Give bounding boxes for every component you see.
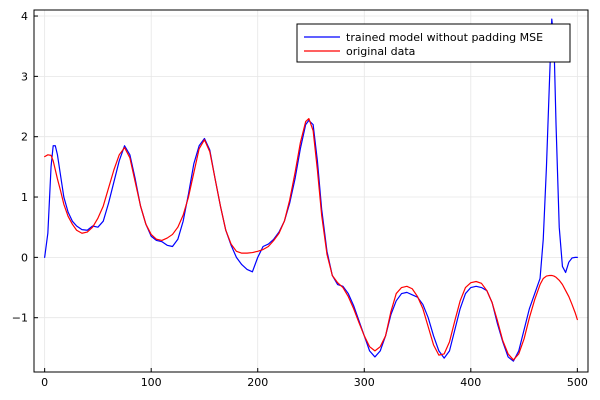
series-line-original bbox=[44, 117, 578, 361]
legend: trained model without padding MSE origin… bbox=[296, 23, 571, 63]
grid bbox=[34, 10, 588, 372]
x-tick-label: 500 bbox=[567, 376, 588, 389]
x-tick-label: 100 bbox=[141, 376, 162, 389]
y-tick-label: 1 bbox=[21, 191, 28, 204]
series-layer bbox=[44, 18, 578, 362]
legend-label-original: original data bbox=[346, 45, 415, 58]
y-tick-label: 3 bbox=[21, 70, 28, 83]
axis-ticks: 0 100 200 300 400 500 −1 0 1 2 3 4 bbox=[12, 10, 588, 389]
x-tick-label: 0 bbox=[41, 376, 48, 389]
y-tick-label: 2 bbox=[21, 131, 28, 144]
y-tick-label: 4 bbox=[21, 10, 28, 23]
y-tick-label: −1 bbox=[12, 312, 28, 325]
x-tick-label: 200 bbox=[247, 376, 268, 389]
series-line-model bbox=[44, 18, 578, 362]
legend-label-model: trained model without padding MSE bbox=[346, 31, 543, 44]
plot-frame bbox=[33, 9, 589, 373]
legend-box bbox=[296, 23, 571, 63]
y-tick-label: 0 bbox=[21, 251, 28, 264]
x-tick-label: 300 bbox=[354, 376, 375, 389]
x-tick-label: 400 bbox=[460, 376, 481, 389]
